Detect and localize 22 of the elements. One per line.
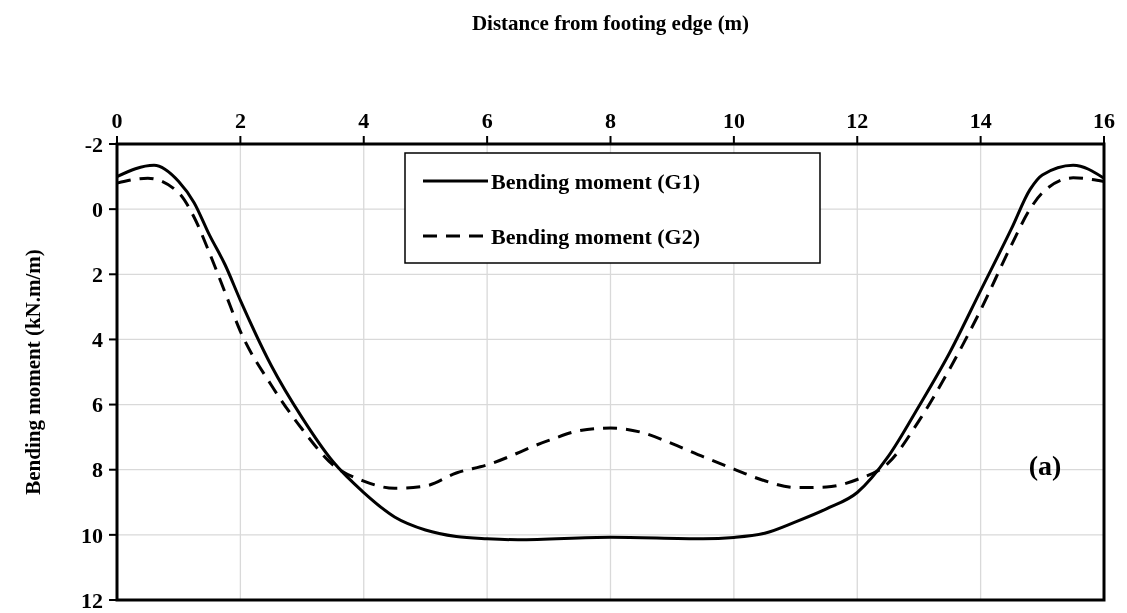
x-axis-title: Distance from footing edge (m): [471, 11, 750, 35]
y-axis-title: Bending moment (kN.m/m): [21, 249, 45, 495]
y-tick-label: 4: [92, 327, 103, 353]
legend-label: Bending moment (G1): [491, 168, 700, 194]
x-tick-label: 2: [234, 108, 246, 133]
y-tick-label: 8: [92, 457, 103, 483]
y-tick-label: 12: [81, 587, 103, 613]
y-tick-label: 6: [92, 392, 103, 418]
x-tick-label: 4: [358, 108, 370, 133]
y-tick-label: 2: [92, 261, 103, 287]
y-tick-label: 0: [92, 196, 103, 222]
x-tick-label: 16: [1093, 108, 1115, 133]
x-tick-label: 12: [846, 108, 869, 133]
annotation: (a): [1028, 450, 1062, 481]
x-tick-label: 10: [722, 108, 745, 133]
x-tick-label: 6: [481, 108, 493, 133]
y-tick-label: -2: [84, 131, 103, 157]
y-tick-label: 10: [81, 522, 103, 548]
x-tick-label: 14: [969, 108, 992, 133]
x-tick-label: 8: [605, 108, 616, 133]
legend-label: Bending moment (G2): [491, 223, 700, 249]
x-tick-label: 0: [111, 108, 123, 133]
